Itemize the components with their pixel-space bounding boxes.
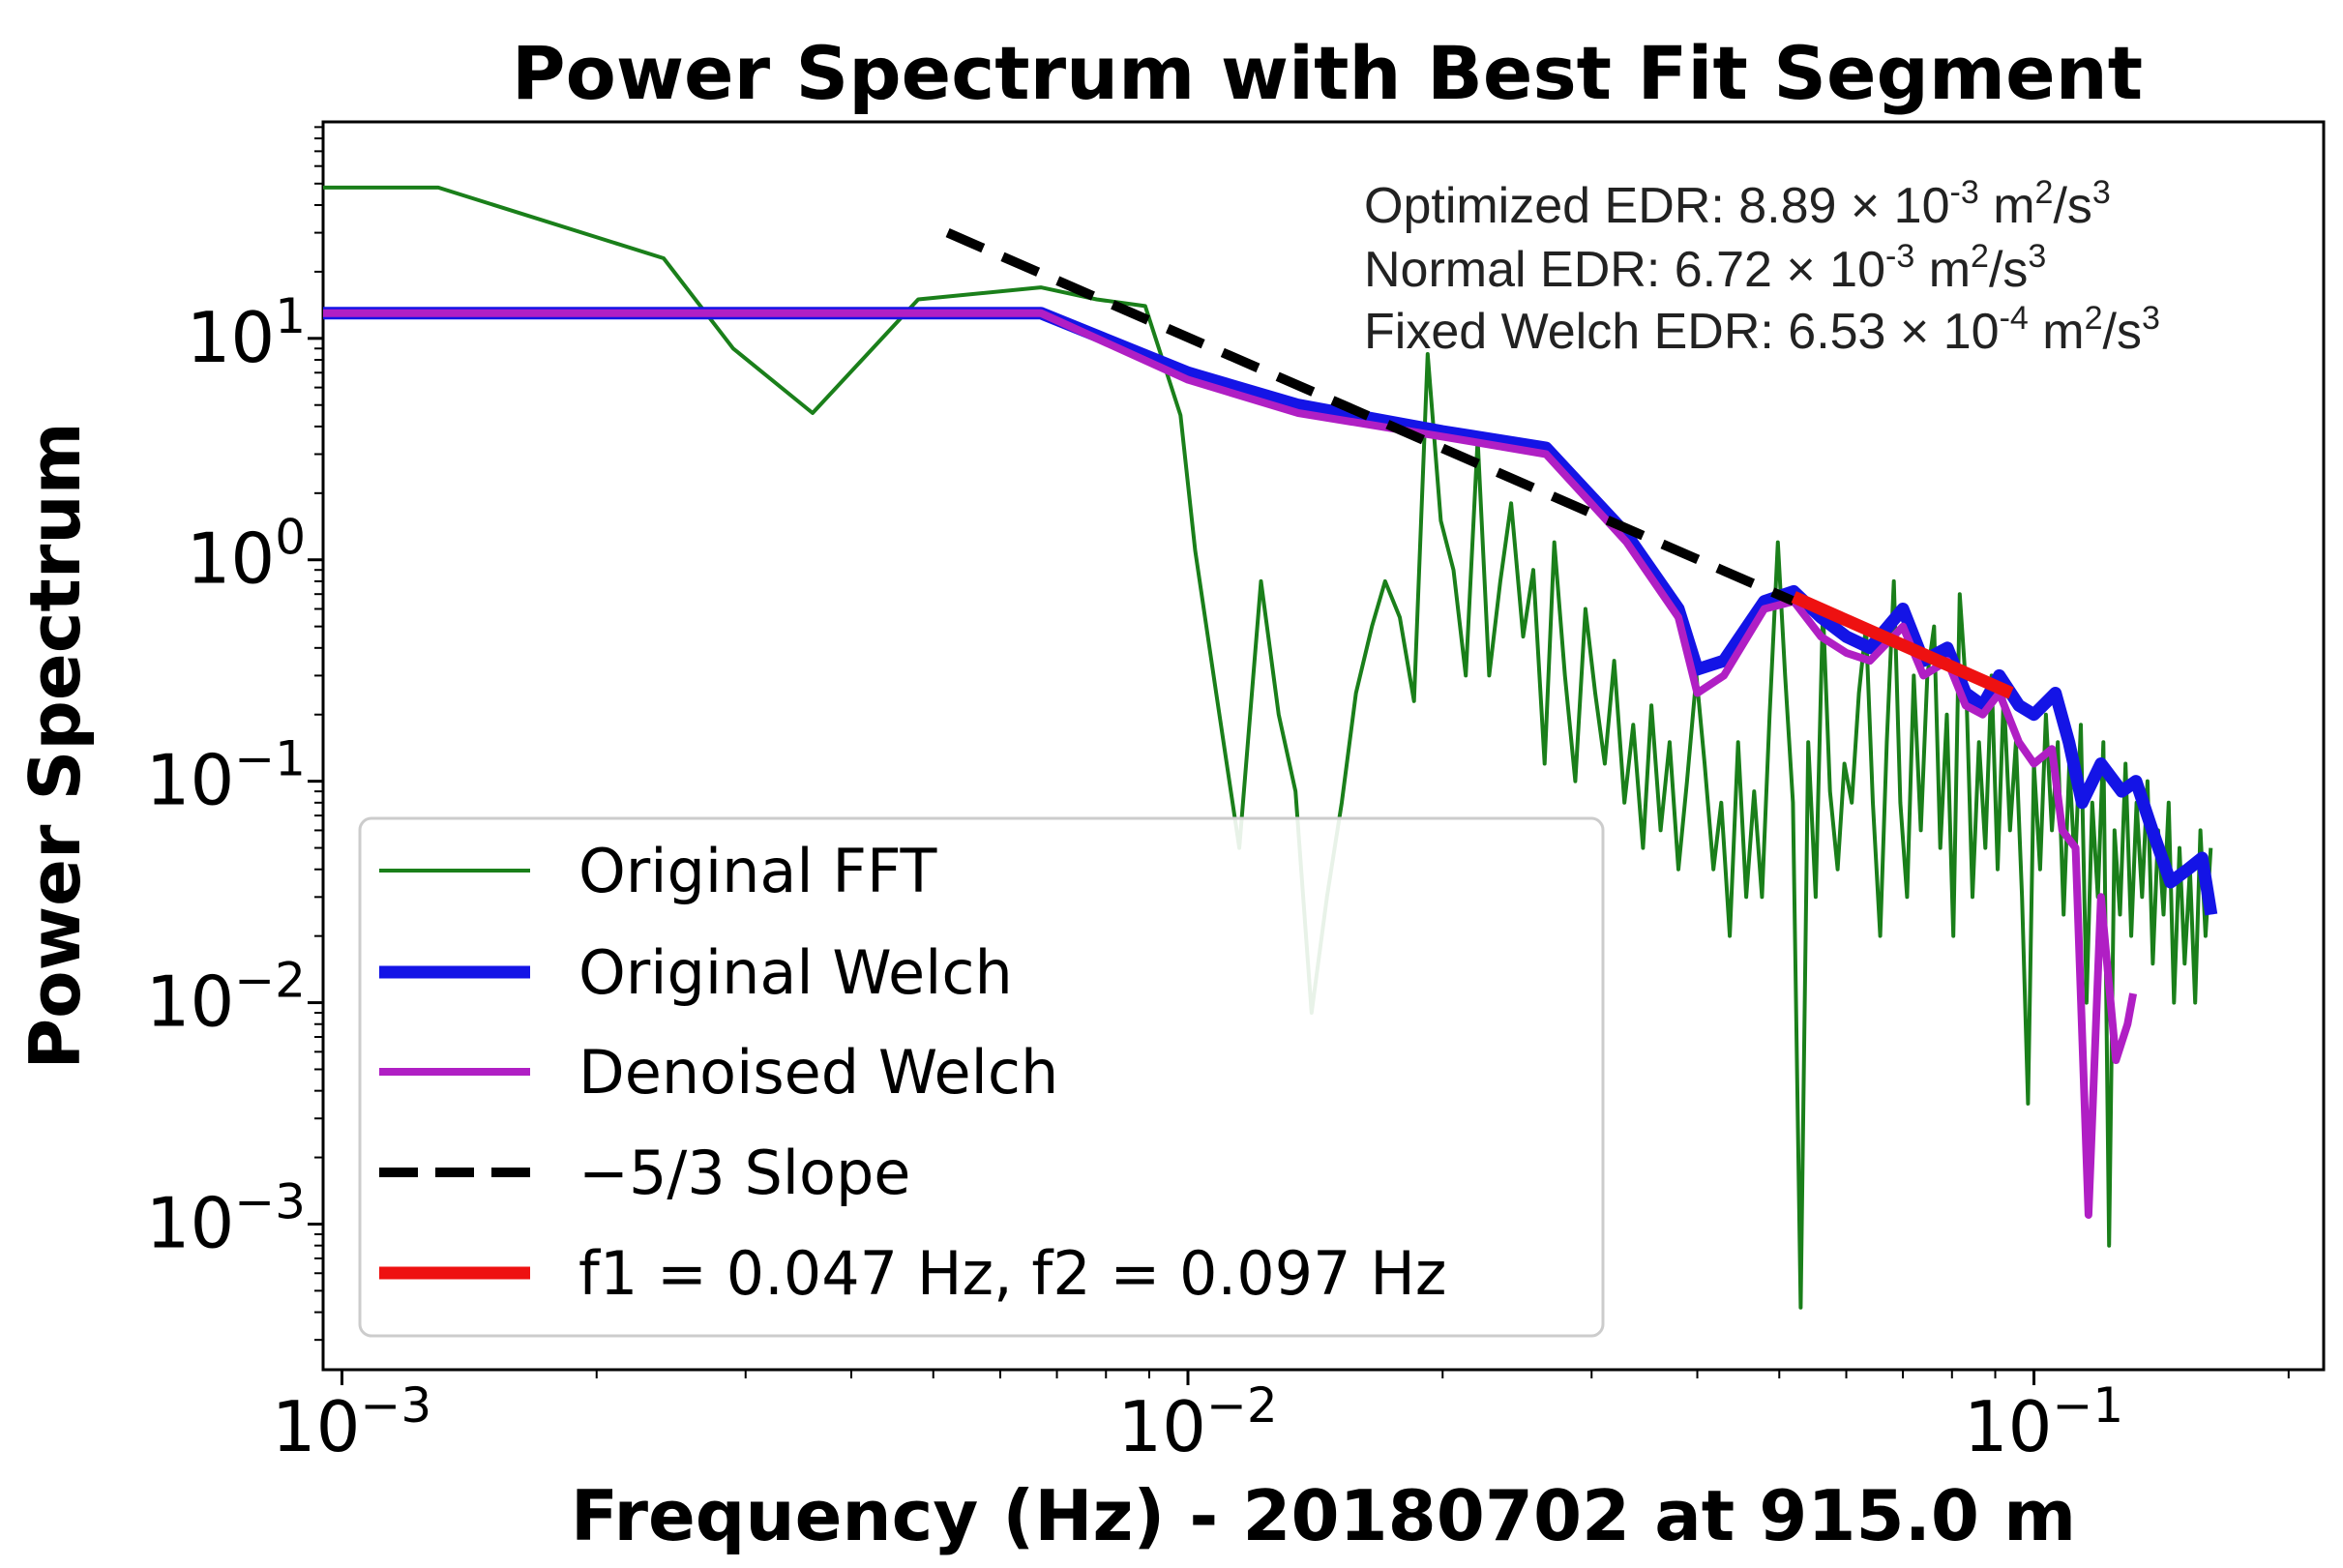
legend-label-1: Original FFT	[578, 836, 938, 906]
x-axis-ticks: 10−3 10−2 10−1	[272, 1370, 2290, 1467]
y-tick-label-2: 100	[187, 510, 306, 600]
series-line-5	[1791, 591, 2014, 699]
legend-label-4: −5/3 Slope	[578, 1138, 910, 1208]
chart-title: Power Spectrum with Best Fit Segment	[512, 30, 2143, 116]
series-line-1	[323, 185, 2213, 1310]
y-axis-ticks: 101 100 10−1 10−2 10−3	[146, 126, 323, 1342]
legend-box	[358, 816, 1605, 1338]
plot-area	[321, 120, 2326, 1372]
y-tick-label-5: 10−3	[146, 1173, 306, 1263]
x-axis-label: Frequency (Hz) - 20180702 at 915.0 m	[571, 1475, 2076, 1556]
y-axis-label: Power Spectrum	[15, 422, 96, 1069]
legend: Original FFT Original Welch Denoised Welch…	[358, 816, 1605, 1338]
y-tick-label-3: 10−1	[146, 731, 306, 821]
series-line-3	[323, 309, 2138, 1219]
legend-label-3: Denoised Welch	[578, 1037, 1058, 1108]
edr-annotation-1: Optimized EDR: 8.89 × 10-3 m2/s3	[1364, 174, 2111, 234]
edr-annotation-2: Normal EDR: 6.72 × 10-3 m2/s3	[1364, 238, 2046, 298]
series-layer	[323, 185, 2218, 1310]
x-tick-label-2: 10−2	[1117, 1377, 1277, 1467]
plot-frame	[321, 120, 2326, 1372]
legend-label-2: Original Welch	[578, 937, 1013, 1008]
y-tick-label-1: 101	[187, 288, 306, 378]
x-tick-label-3: 10−1	[1964, 1377, 2123, 1467]
edr-annotation-3: Fixed Welch EDR: 6.53 × 10-4 m2/s3	[1364, 300, 2160, 360]
y-tick-label-4: 10−2	[146, 953, 306, 1043]
series-line-4	[945, 228, 1796, 606]
legend-label-5: f1 = 0.047 Hz, f2 = 0.097 Hz	[578, 1238, 1446, 1309]
x-tick-label-1: 10−3	[272, 1377, 431, 1467]
